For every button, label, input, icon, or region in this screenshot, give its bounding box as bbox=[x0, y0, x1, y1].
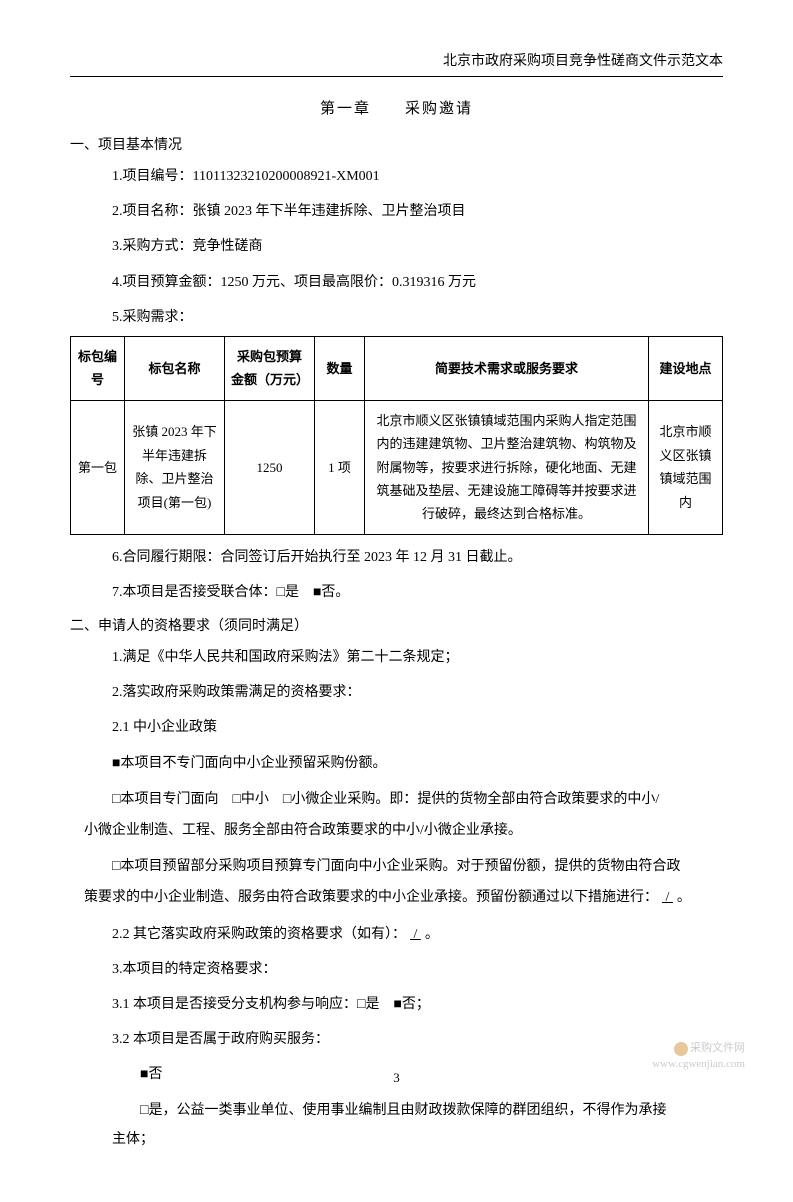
table-cell-c5: 北京市顺义区张镇镇域范围内采购人指定范围内的违建建筑物、卫片整治建筑物、构筑物及… bbox=[365, 400, 649, 534]
watermark-line1: 采购文件网 bbox=[690, 1042, 745, 1054]
section2-item3-2: 3.2 本项目是否属于政府购买服务： bbox=[70, 1027, 723, 1052]
requirements-table: 标包编号 标包名称 采购包预算金额（万元） 数量 简要技术需求或服务要求 建设地… bbox=[70, 336, 723, 535]
table-cell-c3: 1250 bbox=[225, 400, 315, 534]
chapter-title: 第一章 采购邀请 bbox=[70, 97, 723, 118]
table-header-col3: 采购包预算金额（万元） bbox=[225, 336, 315, 400]
table-header-col2: 标包名称 bbox=[125, 336, 225, 400]
section2-item3-1: 3.1 本项目是否接受分支机构参与响应：□是 ■否； bbox=[70, 992, 723, 1017]
section2-item2-1-a: ■本项目不专门面向中小企业预留采购份额。 bbox=[70, 751, 723, 778]
table-header-col4: 数量 bbox=[315, 336, 365, 400]
section2-item2: 2.落实政府采购政策需满足的资格要求： bbox=[70, 680, 723, 705]
table-cell-c1: 第一包 bbox=[71, 400, 125, 534]
underline-blank: / bbox=[658, 890, 677, 905]
section2-item2-2-suffix: 。 bbox=[425, 927, 439, 942]
table-header-row: 标包编号 标包名称 采购包预算金额（万元） 数量 简要技术需求或服务要求 建设地… bbox=[71, 336, 723, 400]
section1-item7: 7.本项目是否接受联合体：□是 ■否。 bbox=[70, 580, 723, 605]
page-container: 北京市政府采购项目竞争性磋商文件示范文本 第一章 采购邀请 一、项目基本情况 1… bbox=[0, 0, 793, 1202]
section2-item3-2-b-cont: 主体； bbox=[70, 1127, 723, 1152]
watermark-line2: www.cgwenjian.com bbox=[652, 1058, 745, 1070]
section2-item2-1-c: □本项目预留部分采购项目预算专门面向中小企业采购。对于预留份额，提供的货物由符合… bbox=[70, 854, 723, 881]
section2-item2-1-c-cont: 策要求的中小企业制造、服务由符合政策要求的中小企业承接。预留份额通过以下措施进行… bbox=[70, 885, 723, 912]
table-header-col6: 建设地点 bbox=[649, 336, 723, 400]
section2-item2-1-c-cont-suffix: 。 bbox=[677, 890, 691, 905]
checkbox-empty-icon: □是 bbox=[357, 992, 393, 1017]
section1-item3: 3.采购方式：竞争性磋商 bbox=[70, 234, 723, 259]
section2-title: 二、申请人的资格要求（须同时满足） bbox=[70, 615, 723, 635]
checkbox-empty-icon: □是 bbox=[277, 580, 313, 605]
table-cell-c4: 1 项 bbox=[315, 400, 365, 534]
section1-item5: 5.采购需求： bbox=[70, 305, 723, 330]
section1-title: 一、项目基本情况 bbox=[70, 134, 723, 154]
table-header-col1: 标包编号 bbox=[71, 336, 125, 400]
page-number: 3 bbox=[0, 1070, 793, 1086]
section1-item7-prefix: 7.本项目是否接受联合体： bbox=[112, 585, 277, 600]
table-cell-c6: 北京市顺义区张镇镇域范围内 bbox=[649, 400, 723, 534]
section1-item6: 6.合同履行期限：合同签订后开始执行至 2023 年 12 月 31 日截止。 bbox=[70, 545, 723, 570]
section2-item2-1-b: □本项目专门面向 □中小 □小微企业采购。即：提供的货物全部由符合政策要求的中小… bbox=[70, 787, 723, 814]
section2-item2-1: 2.1 中小企业政策 bbox=[70, 715, 723, 740]
section1-item4: 4.项目预算金额：1250 万元、项目最高限价：0.319316 万元 bbox=[70, 270, 723, 295]
table-header-col5: 简要技术需求或服务要求 bbox=[365, 336, 649, 400]
table-cell-c2: 张镇 2023 年下半年违建拆除、卫片整治项目(第一包) bbox=[125, 400, 225, 534]
table-row: 第一包 张镇 2023 年下半年违建拆除、卫片整治项目(第一包) 1250 1 … bbox=[71, 400, 723, 534]
section2-item2-1-b-cont: 小微企业制造、工程、服务全部由符合政策要求的中小/小微企业承接。 bbox=[70, 818, 723, 845]
checkbox-filled-icon: ■否。 bbox=[313, 580, 349, 605]
section2-item2-2: 2.2 其它落实政府采购政策的资格要求（如有）： / 。 bbox=[70, 922, 723, 947]
page-header-title: 北京市政府采购项目竞争性磋商文件示范文本 bbox=[70, 50, 723, 77]
section1-item2: 2.项目名称：张镇 2023 年下半年违建拆除、卫片整治项目 bbox=[70, 199, 723, 224]
section2-item2-2-prefix: 2.2 其它落实政府采购政策的资格要求（如有）： bbox=[112, 927, 406, 942]
section2-item1: 1.满足《中华人民共和国政府采购法》第二十二条规定； bbox=[70, 645, 723, 670]
section2-item2-1-c-cont-prefix: 策要求的中小企业制造、服务由符合政策要求的中小企业承接。预留份额通过以下措施进行… bbox=[84, 890, 658, 905]
underline-blank: / bbox=[406, 927, 425, 942]
watermark: 采购文件网 www.cgwenjian.com bbox=[652, 1041, 745, 1072]
section2-item3-2-b: □是，公益一类事业单位、使用事业编制且由财政拨款保障的群团组织，不得作为承接 bbox=[70, 1098, 723, 1123]
section2-item3-1-prefix: 3.1 本项目是否接受分支机构参与响应： bbox=[112, 997, 357, 1012]
section1-item1: 1.项目编号：11011323210200008921-XM001 bbox=[70, 164, 723, 189]
checkbox-filled-icon: ■否； bbox=[393, 992, 429, 1017]
section2-item3: 3.本项目的特定资格要求： bbox=[70, 957, 723, 982]
watermark-logo-icon bbox=[674, 1042, 688, 1056]
